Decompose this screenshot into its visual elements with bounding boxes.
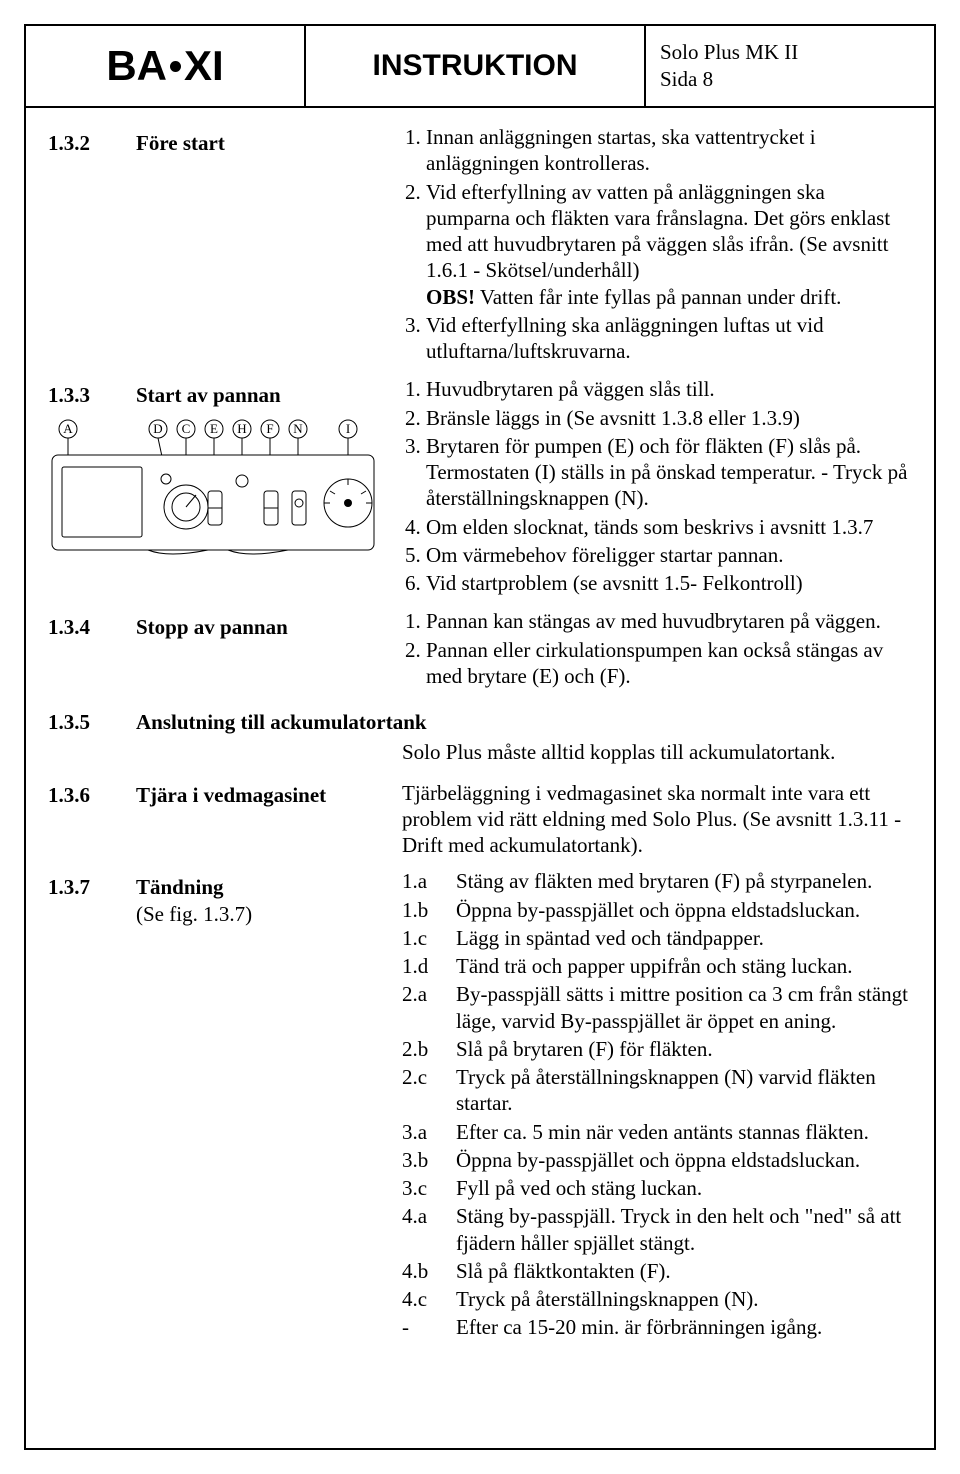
sec-137-head: 1.3.7 Tändning [48, 874, 378, 900]
list-item: Huvudbrytaren på väggen slås till. [426, 376, 912, 402]
sec-134-head: 1.3.4 Stopp av pannan [48, 614, 378, 640]
sec-135-text: Solo Plus måste alltid kopplas till acku… [402, 739, 912, 765]
svg-text:A: A [63, 421, 73, 436]
sec-133-list: Huvudbrytaren på väggen slås till. Bräns… [402, 376, 912, 596]
list-item: Om värmebehov föreligger startar pannan. [426, 542, 912, 568]
sec-133-head: 1.3.3 Start av pannan [48, 382, 378, 408]
list-item: Innan anläggningen startas, ska vattentr… [426, 124, 912, 177]
section-133: 1.3.3 Start av pannan A D [48, 376, 912, 608]
doc-title: INSTRUKTION [373, 49, 578, 83]
sec-137-sub: (Se fig. 1.3.7) [48, 901, 378, 927]
section-132: 1.3.2 Före start Innan anläggningen star… [48, 124, 912, 376]
doc-title-cell: INSTRUKTION [306, 26, 646, 106]
list-item: Bränsle läggs in (Se avsnitt 1.3.8 eller… [426, 405, 912, 431]
section-137: 1.3.7 Tändning (Se fig. 1.3.7) 1.aStäng … [48, 868, 912, 1342]
header-row: BAXI INSTRUKTION Solo Plus MK II Sida 8 [26, 26, 934, 108]
sec-132-head: 1.3.2 Före start [48, 130, 378, 156]
logo: BAXI [106, 42, 223, 90]
logo-cell: BAXI [26, 26, 306, 106]
sec-132-list: Innan anläggningen startas, ska vattentr… [402, 124, 912, 364]
list-item: Vid startproblem (se avsnitt 1.5- Felkon… [426, 570, 912, 596]
sec-137-steps: 1.aStäng av fläkten med brytaren (F) på … [402, 868, 912, 1342]
list-item: Brytaren för pumpen (E) och för fläkten … [426, 433, 912, 512]
section-136: 1.3.6 Tjära i vedmagasinet Tjärbeläggnin… [48, 776, 912, 869]
list-item: Vid efterfyllning av vatten på anläggnin… [426, 179, 912, 310]
svg-text:N: N [293, 421, 303, 436]
sec-136-head: 1.3.6 Tjära i vedmagasinet [48, 782, 378, 808]
list-item: Vid efterfyllning ska anläggningen lufta… [426, 312, 912, 365]
svg-text:D: D [153, 421, 162, 436]
logo-dot [170, 61, 181, 72]
svg-text:H: H [237, 421, 246, 436]
page-label: Sida 8 [660, 66, 713, 93]
list-item: Pannan kan stängas av med huvudbrytaren … [426, 608, 912, 634]
content: 1.3.2 Före start Innan anläggningen star… [26, 108, 934, 1448]
section-135: Solo Plus måste alltid kopplas till acku… [48, 735, 912, 775]
svg-text:E: E [210, 421, 218, 436]
svg-text:F: F [266, 421, 273, 436]
section-134: 1.3.4 Stopp av pannan Pannan kan stängas… [48, 608, 912, 701]
svg-text:I: I [346, 421, 350, 436]
sec-136-text: Tjärbeläggning i vedmagasinet ska normal… [402, 780, 912, 859]
control-panel-diagram: A D C E H F N I [48, 415, 378, 565]
list-item: Pannan eller cirkulationspumpen kan ocks… [426, 637, 912, 690]
obs-label: OBS! [426, 285, 475, 309]
meta-cell: Solo Plus MK II Sida 8 [646, 26, 934, 106]
svg-text:C: C [182, 421, 191, 436]
list-item: Om elden slocknat, tänds som beskrivs i … [426, 514, 912, 540]
sec-135-head: 1.3.5 Anslutning till ackumulatortank [48, 709, 912, 735]
sec-134-list: Pannan kan stängas av med huvudbrytaren … [402, 608, 912, 689]
page-frame: BAXI INSTRUKTION Solo Plus MK II Sida 8 … [24, 24, 936, 1450]
model-label: Solo Plus MK II [660, 39, 798, 66]
